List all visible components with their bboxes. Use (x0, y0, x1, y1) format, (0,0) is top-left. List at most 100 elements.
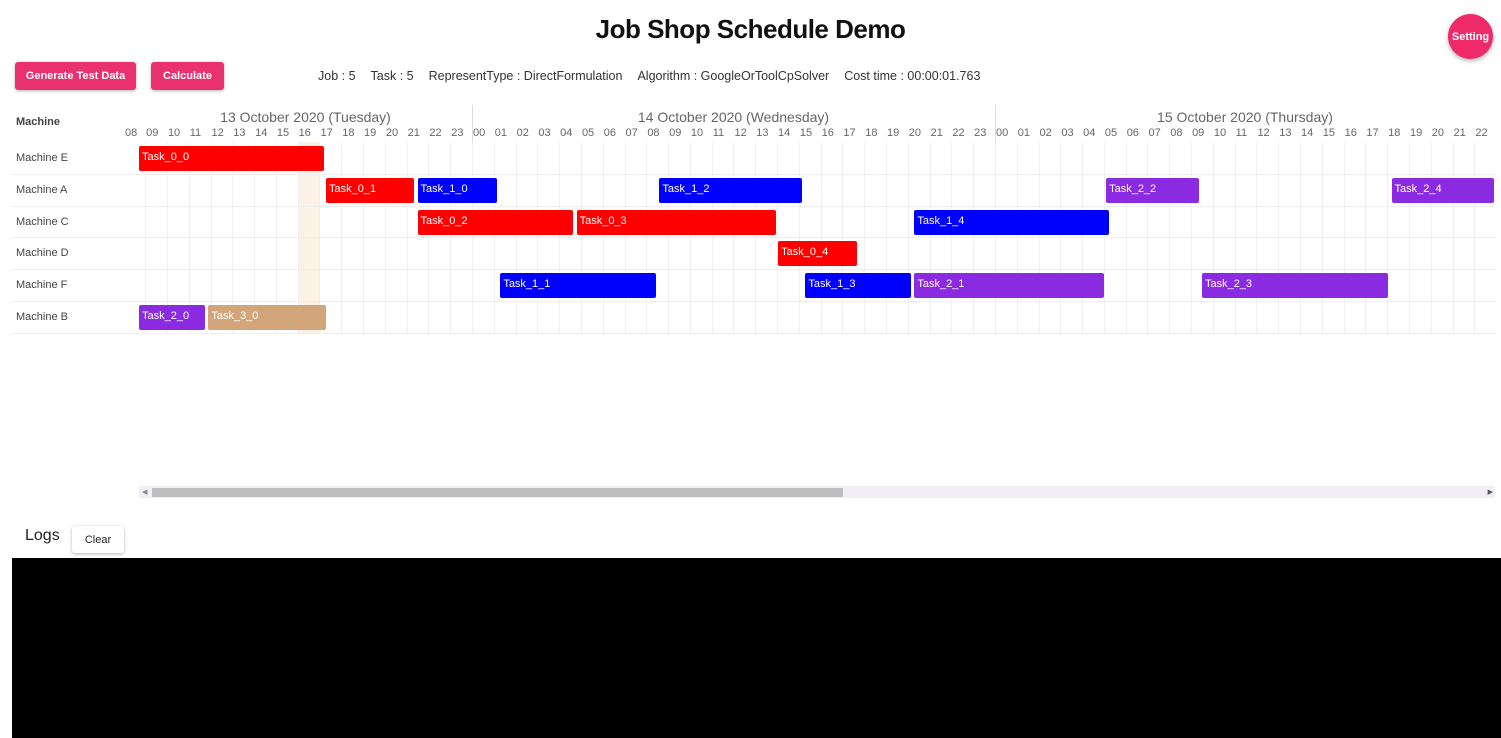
hour-label: 16 (298, 127, 311, 139)
cost-time: Cost time : 00:00:01.763 (844, 69, 981, 83)
day-label: 15 October 2020 (Thursday) (1157, 109, 1333, 125)
hour-label: 03 (1061, 127, 1074, 139)
task-bar[interactable]: Task_1_2 (659, 177, 803, 203)
scroll-left-icon[interactable]: ◀ (142, 489, 148, 496)
hour-label: 04 (1083, 127, 1096, 139)
hour-label: 22 (429, 127, 442, 139)
task-bar[interactable]: Task_1_0 (417, 177, 498, 203)
task-bar[interactable]: Task_2_0 (139, 305, 206, 330)
row-divider (12, 205, 1495, 207)
task-bar[interactable]: Task_0_2 (417, 209, 574, 235)
task-bar[interactable]: Task_1_4 (914, 209, 1110, 235)
clear-logs-button[interactable]: Clear (72, 526, 124, 553)
hour-label: 14 (778, 127, 791, 139)
generate-test-data-button[interactable]: Generate Test Data (15, 62, 136, 90)
schedule-info: Job : 5 Task : 5 RepresentType : DirectF… (318, 69, 980, 83)
hour-label: 18 (865, 127, 878, 139)
day-divider (994, 105, 996, 142)
horizontal-scrollbar[interactable]: ◀ ▶ (139, 486, 1495, 498)
hour-label: 12 (734, 127, 747, 139)
setting-button[interactable]: Setting (1448, 14, 1493, 59)
hour-label: 07 (1148, 127, 1161, 139)
hour-label: 22 (1475, 127, 1488, 139)
hour-label: 19 (1409, 127, 1423, 139)
hour-label: 03 (538, 127, 551, 139)
hour-label: 00 (473, 127, 486, 139)
day-label: 13 October 2020 (Tuesday) (220, 109, 391, 125)
hour-label: 19 (364, 127, 377, 139)
hour-label: 06 (1126, 127, 1139, 139)
scroll-right-icon[interactable]: ▶ (1487, 489, 1493, 496)
hour-label: 09 (146, 127, 159, 139)
hour-label: 13 (756, 127, 769, 139)
task-bar[interactable]: Task_3_0 (208, 305, 327, 330)
hour-label: 17 (1366, 127, 1379, 139)
hour-label: 10 (1213, 127, 1227, 139)
hour-label: 23 (451, 127, 464, 139)
row-divider (12, 301, 1495, 302)
day-divider (472, 105, 473, 142)
hour-label: 11 (712, 127, 725, 139)
algorithm: Algorithm : GoogleOrToolCpSolver (637, 69, 830, 83)
hour-label: 14 (255, 127, 268, 139)
machine-label: Machine D (16, 247, 69, 260)
hour-label: 01 (494, 127, 508, 139)
represent-type: RepresentType : DirectFormulation (428, 69, 623, 83)
hour-label: 00 (995, 127, 1009, 139)
task-count: Task : 5 (370, 69, 414, 83)
hour-label: 02 (516, 127, 529, 139)
hour-label: 12 (1257, 127, 1270, 139)
task-bar[interactable]: Task_1_3 (805, 273, 912, 299)
hour-label: 23 (974, 127, 987, 139)
task-bar[interactable]: Task_2_1 (914, 273, 1104, 299)
day-label: 14 October 2020 (Wednesday) (637, 109, 830, 125)
hour-label: 09 (669, 127, 682, 139)
hour-label: 15 (1322, 127, 1336, 139)
hour-label: 12 (211, 127, 224, 139)
page-title: Job Shop Schedule Demo (595, 14, 906, 44)
hour-label: 22 (952, 127, 965, 139)
scrollbar-thumb[interactable] (152, 488, 843, 497)
logs-console (12, 558, 1501, 738)
task-bar[interactable]: Task_2_2 (1106, 177, 1199, 203)
hour-label: 18 (342, 127, 355, 139)
task-bar[interactable]: Task_0_4 (778, 241, 857, 267)
hour-label: 16 (821, 127, 834, 139)
machine-label: Machine A (16, 183, 68, 196)
machine-column-header: Machine (16, 116, 61, 128)
hour-label: 15 (276, 127, 290, 139)
hour-label: 04 (560, 127, 573, 139)
task-bar[interactable]: Task_0_1 (326, 177, 415, 203)
calculate-button[interactable]: Calculate (151, 62, 224, 90)
hour-label: 11 (189, 127, 202, 139)
task-bar[interactable]: Task_0_0 (139, 146, 324, 171)
row-divider (12, 237, 1495, 239)
hour-label: 20 (385, 127, 399, 139)
task-bar[interactable]: Task_0_3 (576, 209, 777, 235)
hour-label: 13 (1279, 127, 1292, 139)
machine-label: Machine C (16, 215, 69, 228)
row-divider (12, 269, 1495, 271)
row-divider (12, 173, 1495, 175)
gantt-chart: Machine 13 October 2020 (Tuesday) 08 09 10 1… (12, 105, 1495, 335)
hour-label: 17 (843, 127, 856, 139)
task-bar[interactable]: Task_2_3 (1201, 273, 1389, 299)
hour-label: 01 (1017, 127, 1030, 139)
hour-label: 10 (167, 127, 181, 139)
hour-label: 15 (799, 127, 813, 139)
hour-label: 09 (1192, 127, 1205, 139)
job-count: Job : 5 (318, 69, 356, 83)
task-bar[interactable]: Task_1_1 (500, 273, 657, 299)
hour-label: 08 (1170, 127, 1183, 139)
hour-label: 21 (407, 127, 420, 139)
hour-label: 10 (690, 127, 704, 139)
task-bar[interactable]: Task_2_4 (1391, 177, 1494, 203)
machine-label: Machine B (16, 311, 68, 323)
machine-label: Machine F (16, 279, 68, 292)
hour-label: 05 (581, 127, 595, 139)
hour-label: 05 (1104, 127, 1118, 139)
hour-label: 21 (930, 127, 943, 139)
hour-label: 07 (625, 127, 638, 139)
hour-label: 20 (908, 127, 922, 139)
hour-label: 18 (1388, 127, 1401, 139)
